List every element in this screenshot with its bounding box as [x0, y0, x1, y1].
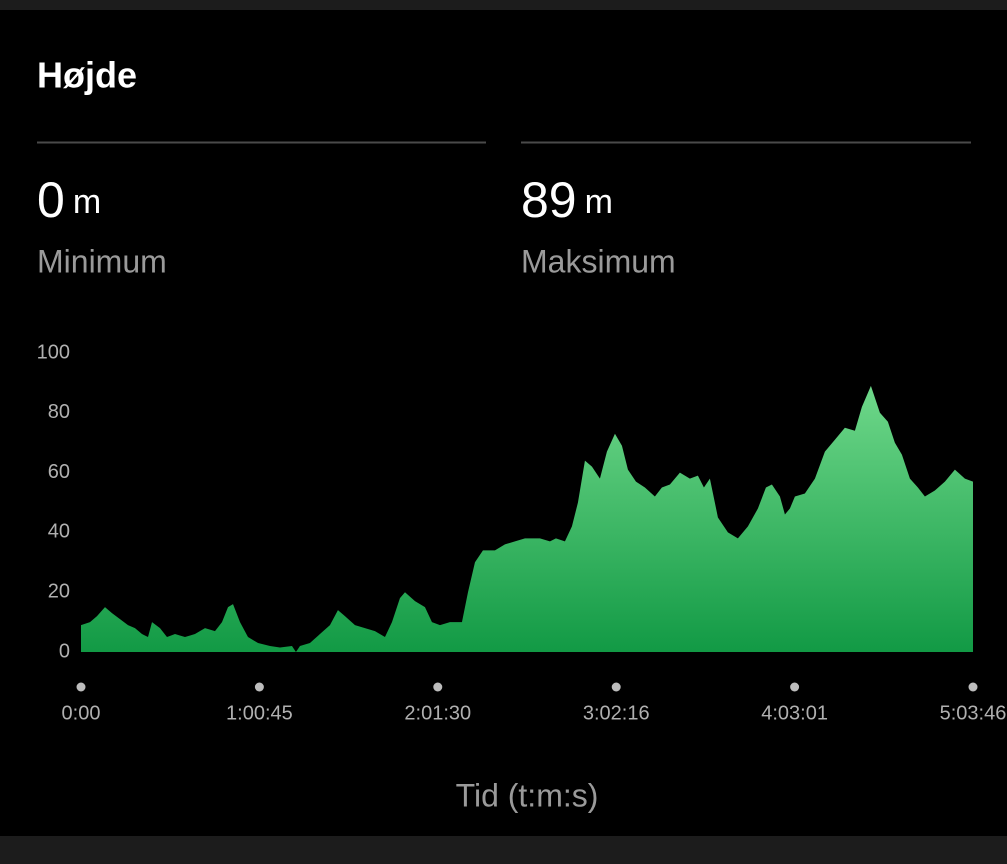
y-tick-label: 40 — [48, 521, 70, 543]
x-axis-title: Tid (t:m:s) — [456, 777, 599, 813]
y-tick-label: 100 — [37, 341, 70, 363]
bottom-bar — [0, 836, 1007, 864]
x-tick-label: 1:00:45 — [226, 702, 293, 724]
x-tick-dot — [433, 682, 443, 692]
x-tick-dot — [611, 682, 621, 692]
stat-number: 0 — [37, 172, 65, 228]
x-tick-dot — [254, 682, 264, 692]
x-tick-label: 0:00 — [62, 702, 101, 724]
card-title: Højde — [37, 55, 137, 96]
stat-label: Maksimum — [521, 243, 676, 279]
stat-number: 89 — [521, 172, 577, 228]
stat-unit: m — [585, 183, 613, 221]
x-tick-dot — [968, 682, 978, 692]
stat-value: 89 m — [521, 172, 613, 228]
y-tick-label: 60 — [48, 461, 70, 483]
elevation-area — [81, 385, 973, 652]
plot: 0 20 40 60 80 100 0:00 1:00:45 2:01:30 3:02:16 4:0… — [37, 341, 1007, 724]
top-bar — [0, 0, 1007, 10]
x-tick-label: 5:03:46 — [940, 702, 1007, 724]
x-tick-label: 3:02:16 — [583, 702, 650, 724]
y-tick-label: 0 — [59, 640, 70, 662]
x-tick-label: 4:03:01 — [761, 702, 828, 724]
stat-unit: m — [73, 183, 101, 221]
x-tick-dot — [76, 682, 86, 692]
stat-label: Minimum — [37, 243, 167, 279]
x-tick-dot — [790, 682, 800, 692]
y-tick-label: 20 — [48, 580, 70, 602]
x-tick-label: 2:01:30 — [404, 702, 471, 724]
y-tick-label: 80 — [48, 401, 70, 423]
